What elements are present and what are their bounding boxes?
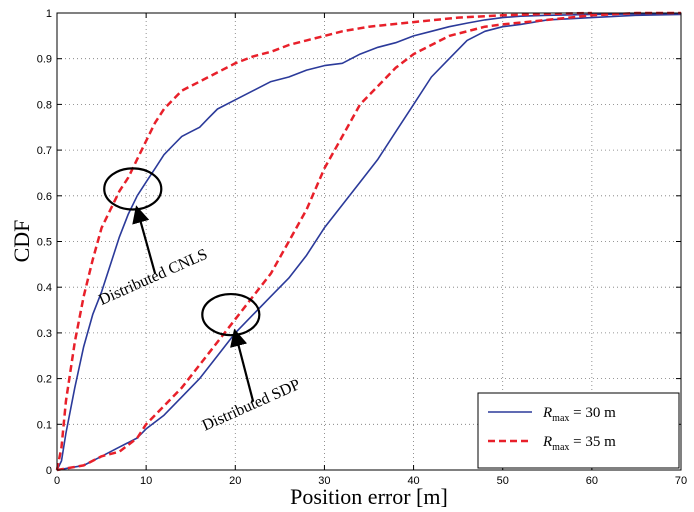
x-tick-label: 40 xyxy=(407,475,419,487)
annotation-arrow xyxy=(230,328,255,402)
tick-labels: 0 10 20 30 40 50 60 70 0 0.1 0.2 0.3 0.4 0.5 0.6 0.7 0.8… xyxy=(37,8,687,487)
x-tick-label: 60 xyxy=(586,475,598,487)
y-tick-label: 0.5 xyxy=(37,237,52,249)
series-line-solid xyxy=(56,13,681,471)
legend-symbol: R xyxy=(542,434,552,450)
legend: Rmax = 30 m Rmax = 35 m xyxy=(477,392,680,469)
legend-subscript: max xyxy=(552,413,569,424)
series-line-dashed xyxy=(55,11,592,471)
x-tick-label: 0 xyxy=(54,475,60,487)
y-tick-label: 1 xyxy=(46,8,52,20)
y-tick-label: 0.8 xyxy=(37,99,52,111)
plot-frame xyxy=(56,12,682,471)
legend-box xyxy=(477,392,680,469)
y-tick-label: 0.1 xyxy=(37,419,52,431)
legend-rest: = 35 m xyxy=(569,434,616,450)
series-line-dashed xyxy=(56,11,681,472)
legend-symbol: R xyxy=(542,405,552,421)
x-axis-label: Position error [m] xyxy=(290,484,448,509)
legend-entry-30m: Rmax = 30 m xyxy=(542,405,616,424)
x-tick-label: 20 xyxy=(229,475,241,487)
x-tick-label: 30 xyxy=(318,475,330,487)
legend-rest: = 30 m xyxy=(569,405,616,421)
y-axis-label: CDF xyxy=(9,220,34,263)
y-tick-label: 0.3 xyxy=(37,328,52,340)
y-tick-label: 0.7 xyxy=(37,145,52,157)
x-tick-label: 10 xyxy=(140,475,152,487)
y-tick-label: 0.9 xyxy=(37,54,52,66)
legend-entry-35m: Rmax = 35 m xyxy=(542,434,616,453)
y-tick-label: 0 xyxy=(46,465,52,477)
annotation-arrow xyxy=(132,205,157,274)
x-tick-label: 70 xyxy=(675,475,687,487)
series-lines xyxy=(55,11,682,472)
legend-subscript: max xyxy=(552,442,569,453)
y-tick-label: 0.6 xyxy=(37,191,52,203)
y-tick-label: 0.2 xyxy=(37,374,52,386)
grid xyxy=(57,13,681,470)
y-tick-label: 0.4 xyxy=(37,282,52,294)
x-tick-label: 50 xyxy=(497,475,509,487)
series-line-solid xyxy=(56,13,682,471)
